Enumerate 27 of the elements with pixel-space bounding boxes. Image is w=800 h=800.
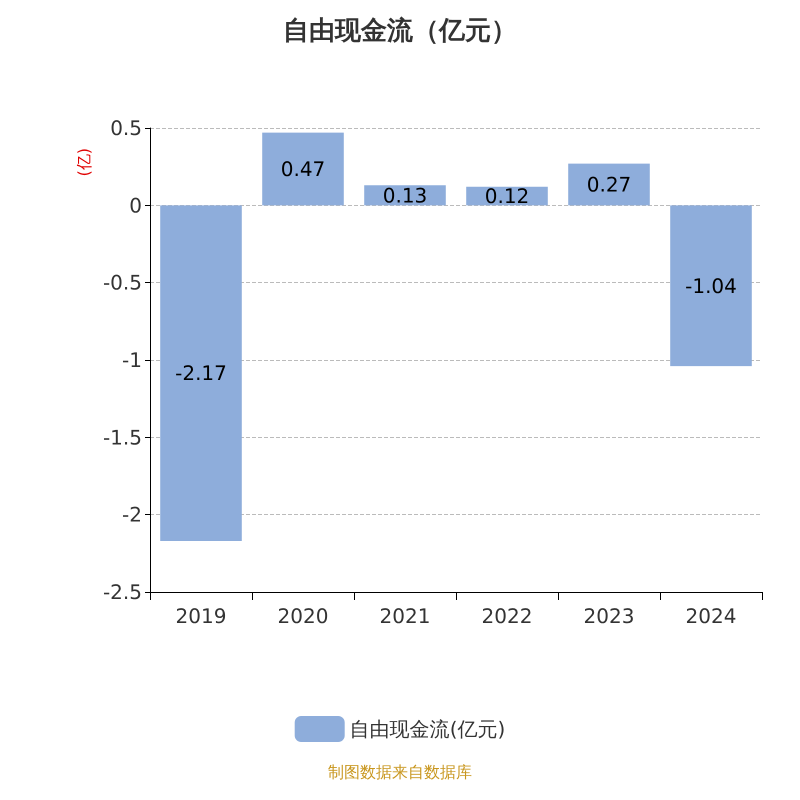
bar <box>670 205 752 366</box>
chart-title: 自由现金流（亿元） <box>283 16 517 46</box>
y-tick-label: -2.5 <box>102 580 142 604</box>
y-tick-label: 0.5 <box>110 116 142 140</box>
bar <box>160 205 242 541</box>
x-tick-label: 2024 <box>686 604 736 628</box>
y-tick-label: 0 <box>129 193 142 218</box>
data-label: -2.17 <box>175 361 227 386</box>
x-tick-label: 2021 <box>380 604 430 628</box>
y-tick-label: -2 <box>122 502 142 527</box>
x-tick-label: 2022 <box>482 604 532 628</box>
data-label: -1.04 <box>685 274 737 298</box>
y-tick-label: -1 <box>122 348 142 372</box>
data-label: 0.47 <box>280 156 326 181</box>
x-tick-label: 2020 <box>278 604 328 628</box>
y-axis-title: (亿) <box>74 148 94 176</box>
data-label: 0.12 <box>484 184 530 208</box>
bar <box>262 132 344 206</box>
text: 制图数据来自数据库 <box>328 762 472 782</box>
data-label: 0.27 <box>586 172 632 196</box>
data-label: 0.13 <box>382 183 428 208</box>
bar <box>568 164 650 206</box>
x-tick-label: 2019 <box>176 604 226 628</box>
legend-label: 自由现金流(亿元) <box>350 717 506 741</box>
x-tick-label: 2023 <box>584 604 634 628</box>
y-tick-label: -0.5 <box>102 270 142 295</box>
y-tick-label: -1.5 <box>102 425 142 450</box>
